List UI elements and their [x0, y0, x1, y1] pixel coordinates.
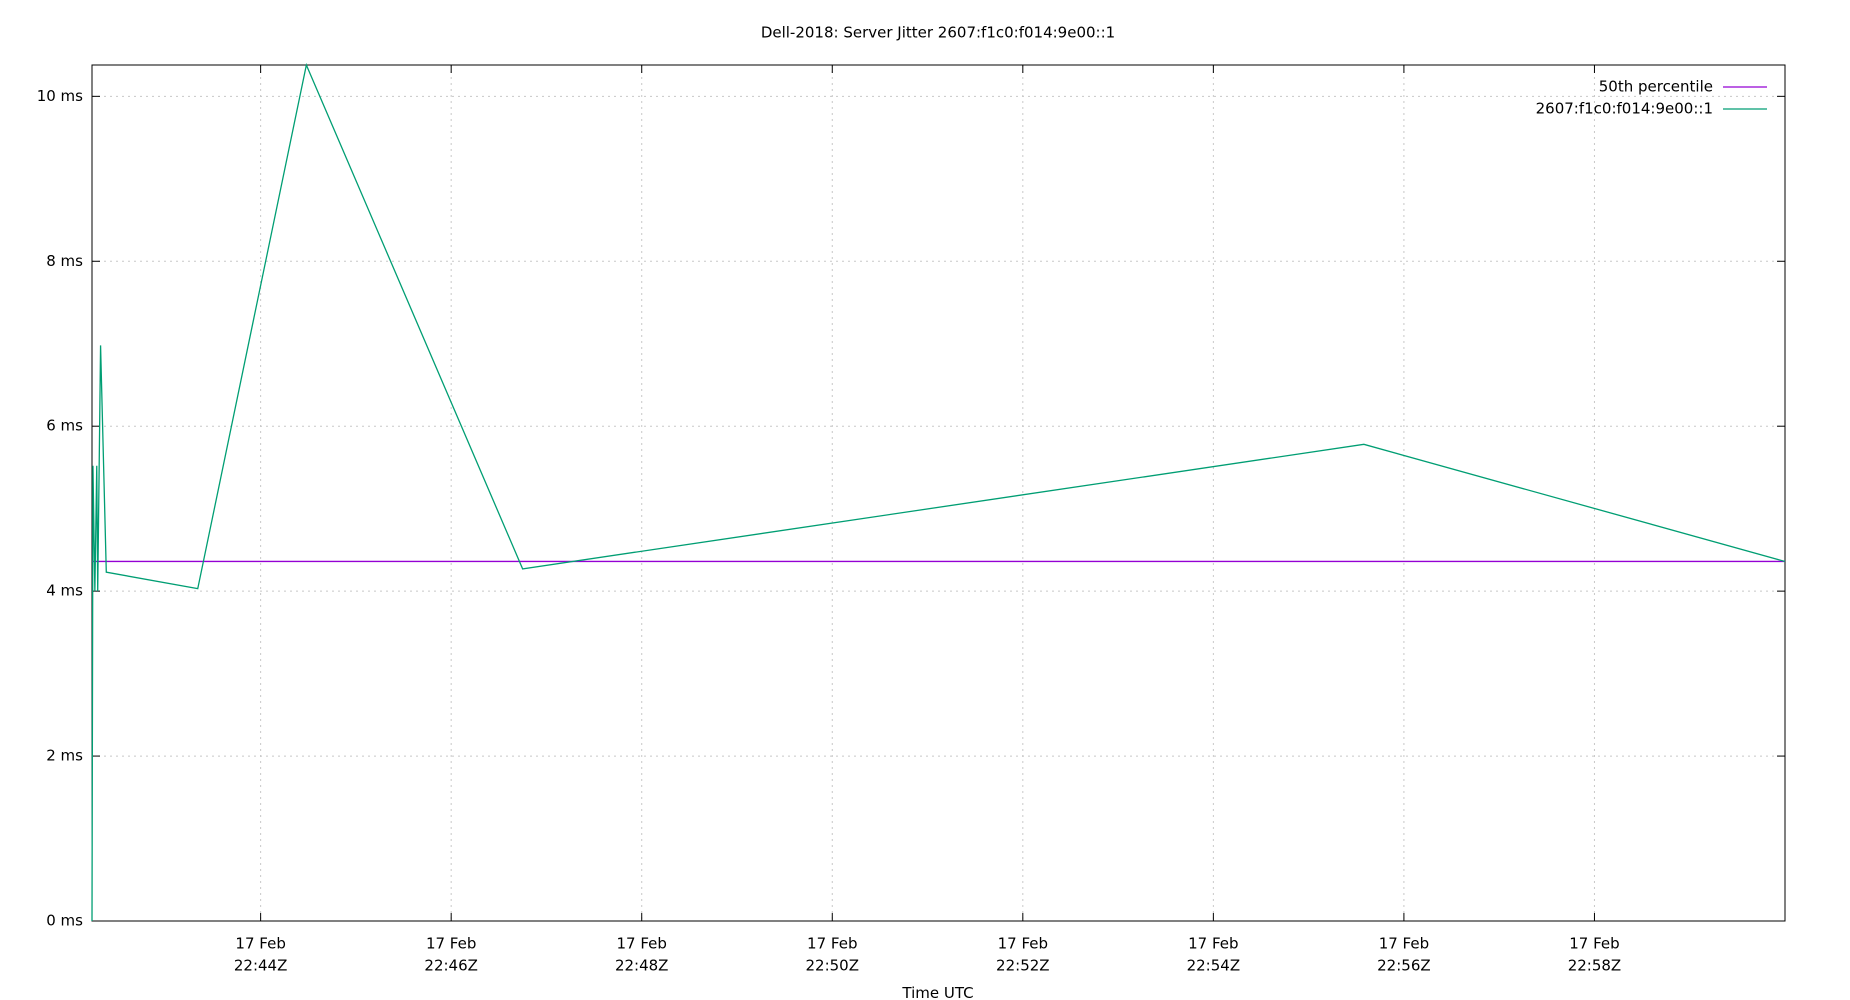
legend-label: 50th percentile	[1599, 78, 1713, 96]
x-tick-label: 22:52Z	[996, 957, 1050, 975]
x-tick-label: 17 Feb	[617, 935, 667, 953]
y-tick-label: 0 ms	[46, 912, 83, 930]
x-tick-label: 17 Feb	[807, 935, 857, 953]
y-tick-label: 4 ms	[46, 582, 83, 600]
x-tick-label: 17 Feb	[998, 935, 1048, 953]
x-axis-label: Time UTC	[901, 984, 973, 1000]
x-tick-label: 22:48Z	[615, 957, 669, 975]
x-tick-label: 22:46Z	[424, 957, 478, 975]
x-tick-label: 22:58Z	[1568, 957, 1622, 975]
y-tick-label: 10 ms	[37, 87, 83, 105]
x-tick-label: 17 Feb	[1569, 935, 1619, 953]
chart-title: Dell-2018: Server Jitter 2607:f1c0:f014:…	[761, 24, 1115, 42]
x-tick-label: 22:56Z	[1377, 957, 1431, 975]
x-tick-label: 17 Feb	[1188, 935, 1238, 953]
x-tick-label: 17 Feb	[426, 935, 476, 953]
x-tick-label: 17 Feb	[1379, 935, 1429, 953]
x-tick-label: 22:54Z	[1187, 957, 1241, 975]
x-tick-label: 17 Feb	[235, 935, 285, 953]
x-tick-label: 22:44Z	[234, 957, 288, 975]
y-tick-label: 2 ms	[46, 747, 83, 765]
series-line	[91, 62, 1786, 922]
y-tick-label: 6 ms	[46, 417, 83, 435]
x-tick-label: 22:50Z	[806, 957, 860, 975]
legend-label: 2607:f1c0:f014:9e00::1	[1536, 100, 1713, 118]
plot-frame	[91, 64, 1786, 922]
y-tick-label: 8 ms	[46, 252, 83, 270]
